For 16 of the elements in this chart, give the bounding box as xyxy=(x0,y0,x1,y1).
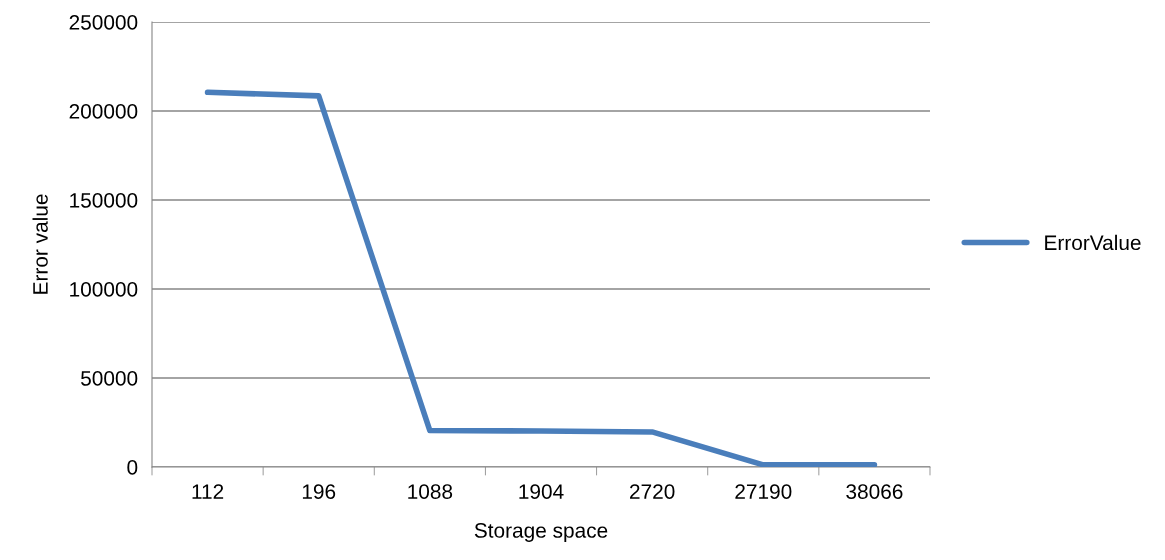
y-tick-label: 0 xyxy=(127,460,138,475)
x-axis-title: Storage space xyxy=(474,523,608,542)
x-tick-label: 2720 xyxy=(630,484,675,499)
y-tick-label: 200000 xyxy=(69,104,138,119)
legend-label: ErrorValue xyxy=(1045,234,1141,251)
x-tick-label: 1088 xyxy=(408,484,453,499)
y-tick-label: 100000 xyxy=(70,282,138,297)
x-tick-label: 38066 xyxy=(846,484,903,499)
y-axis-title: Error value xyxy=(32,194,48,294)
x-tick-label: 196 xyxy=(302,484,336,499)
y-tick-label: 50000 xyxy=(81,371,138,386)
x-tick-label: 1904 xyxy=(519,484,564,499)
x-tick-label: 27190 xyxy=(735,484,792,499)
y-tick-label: 150000 xyxy=(70,193,138,208)
x-tick-label: 112 xyxy=(192,484,224,499)
y-tick-label: 250000 xyxy=(69,15,138,30)
